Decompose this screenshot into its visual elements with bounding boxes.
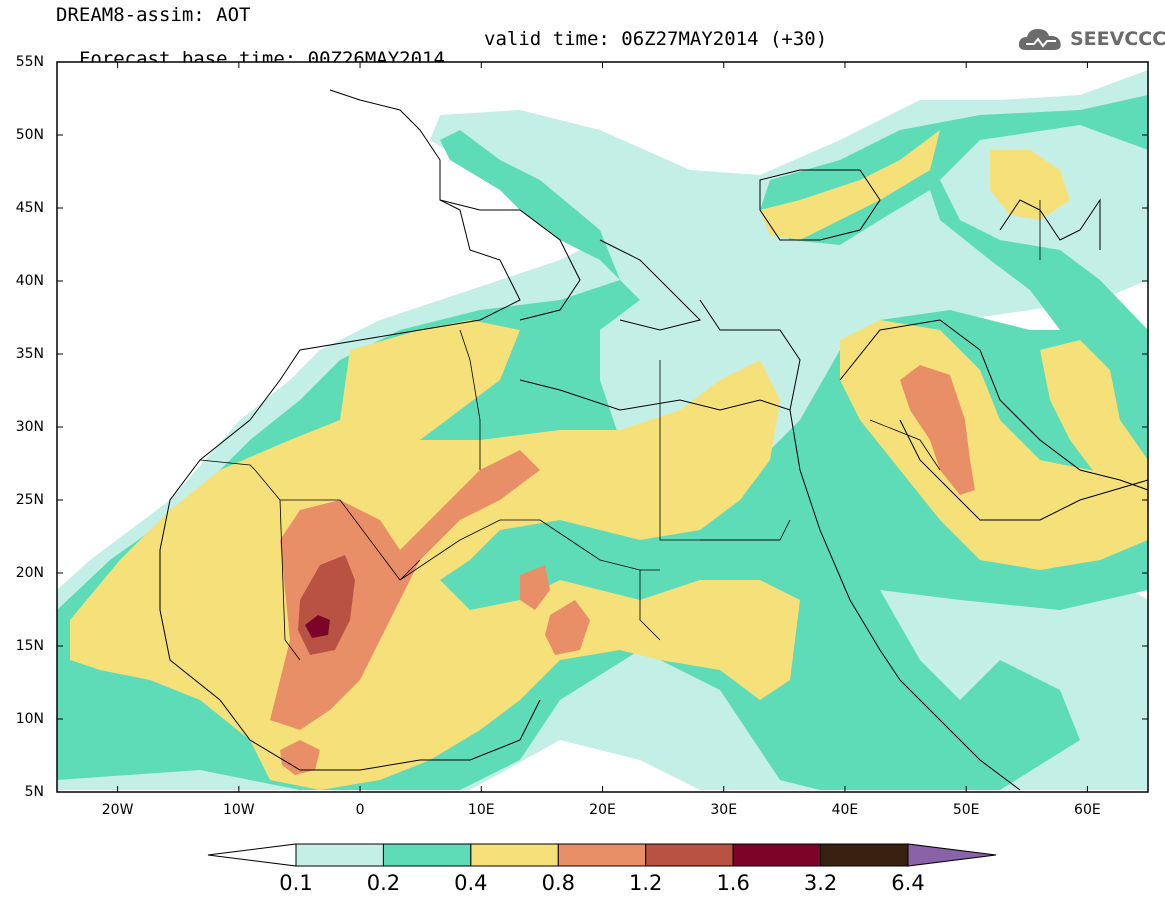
colorbar-label: 0.8 xyxy=(541,871,575,895)
lon-label: 40E xyxy=(831,802,859,818)
lat-label: 30N xyxy=(15,419,44,435)
colorbar-box xyxy=(382,843,472,867)
seevccc-logo: SEEVCCC xyxy=(1016,22,1165,56)
lat-label: 50N xyxy=(15,127,44,143)
logo-text: SEEVCCC xyxy=(1070,28,1165,50)
colorbar-label: 6.4 xyxy=(891,871,925,895)
lon-label: 0 xyxy=(355,802,365,818)
colorbar-label: 3.2 xyxy=(803,871,838,895)
country-borders xyxy=(199,200,1041,661)
cloud-icon xyxy=(1018,29,1061,50)
aot-band-1.6 xyxy=(305,615,330,638)
lat-label: 40N xyxy=(15,273,44,289)
lon-label: 20E xyxy=(589,802,616,818)
lon-label: 20W xyxy=(101,802,134,818)
colorbar-box xyxy=(645,843,734,867)
lon-label: 30E xyxy=(710,802,738,818)
colorbar-high-triangle xyxy=(907,843,997,867)
lat-label: 35N xyxy=(15,346,44,362)
colorbar-label: 0.4 xyxy=(454,871,488,895)
colorbar xyxy=(207,843,997,867)
coastlines xyxy=(159,89,1148,791)
colorbar-box xyxy=(470,843,559,867)
colorbar-box xyxy=(295,843,384,867)
colorbar-label: 1.2 xyxy=(629,871,663,895)
colorbar-label: 1.6 xyxy=(716,871,750,895)
valid-time-label: valid time: 06Z27MAY2014 (+30) xyxy=(484,28,828,50)
map-title: DREAM8-assim: AOT xyxy=(56,4,251,26)
lat-label: 45N xyxy=(15,200,44,216)
colorbar-box xyxy=(820,843,909,867)
colorbar-label: 0.1 xyxy=(279,871,313,895)
lat-label: 5N xyxy=(24,784,44,800)
lat-label: 15N xyxy=(15,638,44,654)
lon-label: 10E xyxy=(467,802,495,818)
lon-label: 10W xyxy=(222,802,255,818)
colorbar-box xyxy=(732,843,822,867)
axis-ticks xyxy=(57,61,1148,793)
aot-band-0.8 xyxy=(270,365,975,775)
lat-label: 25N xyxy=(15,492,44,508)
colorbar-label: 0.2 xyxy=(366,871,401,895)
colorbar-low-triangle xyxy=(207,843,297,867)
lat-label: 20N xyxy=(15,565,44,581)
lat-label: 10N xyxy=(15,711,44,727)
colorbar-box xyxy=(557,843,647,867)
lon-label: 60E xyxy=(1074,802,1101,818)
lon-label: 50E xyxy=(952,802,980,818)
aot-field xyxy=(57,70,1148,790)
lat-label: 55N xyxy=(15,54,44,70)
